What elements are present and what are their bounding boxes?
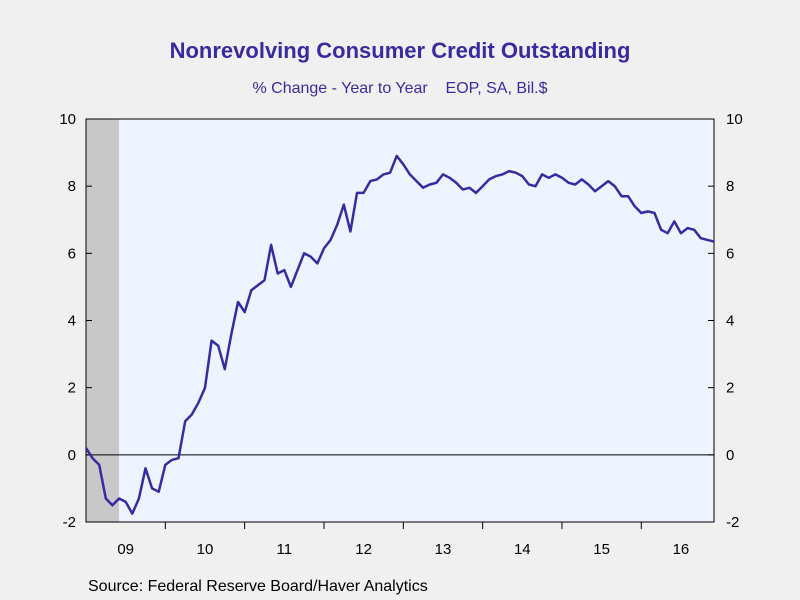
y-tick-label-right: 6 <box>726 245 734 262</box>
series-line <box>84 154 715 515</box>
plot-area <box>86 119 714 522</box>
y-tick-label-right: 8 <box>726 178 734 195</box>
x-tick-label: 16 <box>673 541 690 558</box>
y-tick-label-right: 4 <box>726 313 734 330</box>
y-tick-label-right: -2 <box>726 514 739 531</box>
y-tick-label-right: 2 <box>726 380 734 397</box>
chart-subtitle: % Change - Year to Year EOP, SA, Bil.$ <box>252 80 548 97</box>
y-tick-label-left: 6 <box>68 245 76 262</box>
y-tick-label-left: 2 <box>68 380 76 397</box>
y-tick-label-right: 0 <box>726 447 734 464</box>
x-tick-label: 14 <box>514 541 531 558</box>
x-tick-label: 09 <box>117 541 134 558</box>
y-tick-label-right: 10 <box>726 111 743 128</box>
x-tick-label: 12 <box>355 541 372 558</box>
y-tick-label-left: 0 <box>68 447 76 464</box>
source-note: Source: Federal Reserve Board/Haver Anal… <box>88 578 428 595</box>
x-tick-label: 11 <box>277 541 293 558</box>
y-tick-label-left: -2 <box>63 514 76 531</box>
x-tick-label: 15 <box>593 541 610 558</box>
x-tick-label: 13 <box>435 541 452 558</box>
x-tick-label: 10 <box>197 541 214 558</box>
y-tick-label-left: 10 <box>59 111 76 128</box>
chart-title: Nonrevolving Consumer Credit Outstanding <box>169 38 631 63</box>
y-tick-label-left: 8 <box>68 178 76 195</box>
y-tick-label-left: 4 <box>68 313 76 330</box>
